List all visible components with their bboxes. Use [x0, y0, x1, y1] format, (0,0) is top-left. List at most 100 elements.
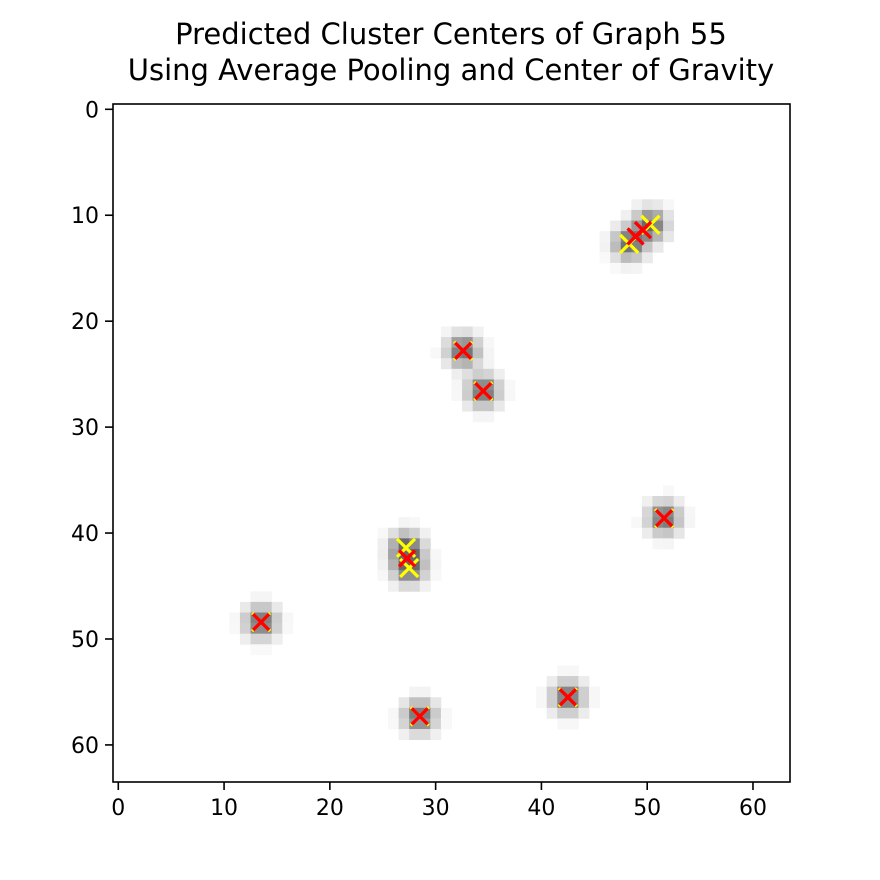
scatter-point: [654, 509, 674, 528]
x-tick-label: 50: [633, 796, 661, 821]
image-pixel: [261, 633, 273, 645]
image-pixel: [451, 379, 463, 391]
image-pixel: [419, 707, 431, 719]
image-pixel: [472, 400, 484, 412]
y-tick-label: 30: [71, 416, 99, 441]
image-pixel: [610, 231, 622, 243]
image-pixel: [462, 379, 474, 391]
image-pixel: [451, 368, 463, 380]
image-pixel: [451, 358, 463, 370]
image-pixel: [250, 591, 262, 603]
y-tick-label: 10: [71, 204, 99, 229]
image-pixel: [440, 707, 452, 719]
image-pixel: [472, 368, 484, 380]
y-tick-label: 40: [71, 522, 99, 547]
image-pixel: [239, 633, 251, 645]
image-pixel: [631, 209, 643, 221]
image-pixel: [652, 220, 664, 232]
image-pixel: [472, 411, 484, 423]
image-pixel: [599, 231, 611, 243]
image-pixel: [388, 718, 400, 730]
image-pixel: [620, 209, 632, 221]
image-pixel: [557, 676, 569, 688]
image-pixel: [620, 220, 632, 232]
image-pixel: [546, 707, 558, 719]
image-pixel: [388, 559, 400, 571]
image-pixel: [440, 358, 452, 370]
image-pixel: [567, 707, 579, 719]
image-pixel: [536, 686, 548, 698]
image-pixel: [578, 676, 590, 688]
chart-title: Predicted Cluster Centers of Graph 55: [175, 17, 727, 51]
image-pixel: [430, 548, 442, 560]
image-pixel: [271, 633, 283, 645]
image-pixel: [377, 559, 389, 571]
image-pixel: [663, 209, 675, 221]
scatter-point: [558, 688, 578, 707]
image-pixel: [398, 718, 410, 730]
image-pixel: [493, 379, 505, 391]
image-pixel: [451, 390, 463, 402]
image-pixel: [440, 718, 452, 730]
image-pixel: [430, 347, 442, 359]
image-pixel: [641, 199, 653, 211]
x-tick-label: 40: [527, 796, 555, 821]
image-pixel: [631, 262, 643, 274]
image-pixel: [229, 612, 241, 624]
image-pixel: [610, 262, 622, 274]
image-pixel: [398, 570, 410, 582]
image-pixel: [419, 548, 431, 560]
scatter-point: [251, 612, 271, 632]
image-pixel: [261, 601, 273, 613]
image-pixel: [462, 326, 474, 338]
image-pixel: [641, 527, 653, 539]
image-pixel: [652, 495, 664, 507]
image-pixel: [398, 697, 410, 709]
image-pixel: [409, 517, 421, 529]
image-pixel: [419, 580, 431, 592]
image-pixel: [684, 517, 696, 529]
image-pixel: [631, 517, 643, 529]
image-pixel: [419, 527, 431, 539]
image-pixel: [641, 506, 653, 518]
image-pixel: [409, 580, 421, 592]
marker-layer: [250, 214, 675, 727]
image-pixel: [430, 718, 442, 730]
image-pixel: [610, 252, 622, 264]
image-pixel: [419, 559, 431, 571]
image-pixel: [388, 548, 400, 560]
image-pixel: [377, 570, 389, 582]
image-pixel: [620, 252, 632, 264]
scatter-point: [633, 220, 653, 240]
image-pixel: [483, 368, 495, 380]
y-tick-label: 50: [71, 628, 99, 653]
image-pixel: [472, 347, 484, 359]
image-pixel: [239, 623, 251, 635]
image-pixel: [652, 199, 664, 211]
image-pixel: [409, 686, 421, 698]
image-pixel: [261, 644, 273, 656]
image-pixel: [578, 707, 590, 719]
image-pixel: [451, 347, 463, 359]
image-pixel: [430, 729, 442, 741]
image-pixel: [472, 326, 484, 338]
image-pixel: [546, 676, 558, 688]
image-pixel: [641, 517, 653, 529]
scatter-point: [397, 549, 417, 568]
y-tick-label: 60: [71, 734, 99, 759]
image-pixel: [663, 199, 675, 211]
image-pixel: [610, 241, 622, 253]
image-pixel: [578, 686, 590, 698]
x-tick-label: 30: [422, 796, 450, 821]
image-pixel: [557, 665, 569, 677]
image-pixel: [398, 580, 410, 592]
image-pixel: [250, 644, 262, 656]
image-pixel: [462, 390, 474, 402]
image-pixel: [684, 506, 696, 518]
image-pixel: [388, 707, 400, 719]
image-pixel: [250, 633, 262, 645]
image-pixel: [546, 686, 558, 698]
image-pixel: [663, 538, 675, 550]
scatter-point: [474, 381, 493, 401]
